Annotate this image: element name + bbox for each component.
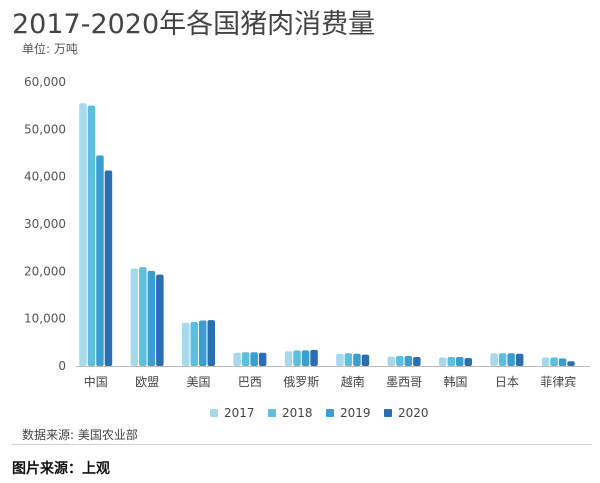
bar-2018-7	[396, 356, 404, 366]
legend-label-2018: 2018	[282, 406, 313, 420]
y-tick-label: 30,000	[24, 217, 66, 231]
bar-2018-5	[293, 350, 301, 366]
bar-2018-1	[87, 105, 96, 367]
unit-label: 单位: 万吨	[22, 42, 78, 56]
photo-credit: 图片来源：上观	[12, 461, 110, 477]
bar-2020-10	[567, 361, 575, 366]
bar-2019-4	[250, 352, 258, 366]
bar-2018-2	[139, 267, 147, 366]
bar-2017-3	[182, 322, 190, 366]
bar-2019-6	[353, 353, 361, 366]
bar-2020-9	[515, 353, 524, 366]
y-tick-label: 10,000	[24, 312, 66, 326]
bar-2018-10	[550, 357, 558, 366]
bar-2020-1	[104, 170, 113, 366]
x-tick-label: 中国	[84, 374, 108, 389]
bar-2017-10	[541, 357, 550, 366]
x-tick-label: 越南	[341, 374, 365, 389]
bar-2019-3	[199, 320, 207, 366]
bar-2017-5	[284, 351, 293, 366]
bar-2020-7	[413, 357, 421, 366]
bar-2019-2	[147, 270, 156, 366]
bar-2017-2	[130, 268, 139, 366]
bar-2017-8	[439, 357, 447, 366]
source-label: 数据来源: 美国农业部	[22, 428, 138, 442]
x-tick-label: 欧盟	[135, 375, 159, 389]
y-tick-label: 60,000	[24, 75, 66, 89]
y-tick-label: 50,000	[24, 122, 66, 136]
y-tick-label: 0	[58, 359, 66, 373]
bar-2019-5	[301, 350, 310, 366]
legend: 2017 2018 2019 2020	[210, 406, 429, 420]
bar-2019-8	[456, 357, 464, 366]
bar-2017-9	[490, 353, 498, 366]
bar-2018-8	[447, 357, 455, 366]
bar-2019-9	[507, 353, 515, 366]
bar-2019-7	[404, 356, 413, 366]
bar-chart: 0 10,000 20,000 30,000 40,000 50,000 60,000 中国…	[24, 75, 590, 420]
bars-group	[79, 103, 575, 367]
x-axis: 中国 欧盟 美国 巴西 俄罗斯 越南 墨西哥 韩国 日本 菲律宾	[76, 366, 590, 389]
legend-swatch-2020	[384, 409, 392, 417]
y-axis: 0 10,000 20,000 30,000 40,000 50,000 60,000	[24, 75, 66, 373]
x-tick-label: 韩国	[443, 374, 467, 389]
x-tick-label: 美国	[186, 375, 210, 389]
page-title: 2017-2020年各国猪肉消费量	[12, 9, 376, 40]
legend-swatch-2017	[210, 409, 218, 417]
legend-swatch-2019	[326, 409, 334, 417]
y-tick-label: 20,000	[24, 264, 66, 278]
divider	[12, 444, 592, 445]
x-tick-label: 俄罗斯	[283, 375, 319, 389]
x-tick-label: 菲律宾	[540, 374, 576, 389]
bar-2017-6	[336, 353, 344, 366]
bar-2018-9	[498, 353, 507, 366]
legend-swatch-2018	[268, 409, 276, 417]
bar-2018-3	[190, 321, 198, 366]
bar-2020-8	[464, 357, 472, 366]
bar-2020-6	[361, 354, 370, 366]
bar-2020-4	[258, 352, 267, 366]
x-tick-label: 墨西哥	[386, 375, 422, 389]
bar-2018-6	[344, 353, 353, 366]
bar-2018-4	[241, 352, 250, 366]
legend-label-2019: 2019	[340, 406, 371, 420]
bar-2020-2	[156, 274, 164, 366]
legend-label-2017: 2017	[224, 406, 255, 420]
bar-2019-10	[558, 358, 567, 366]
bar-2020-5	[310, 349, 318, 366]
bar-2020-3	[207, 320, 215, 366]
bar-2019-1	[96, 155, 104, 366]
y-tick-label: 40,000	[24, 170, 66, 184]
legend-label-2020: 2020	[398, 406, 429, 420]
bar-2017-4	[233, 352, 241, 366]
x-tick-label: 巴西	[238, 375, 262, 389]
bar-2017-7	[387, 356, 396, 366]
bar-2017-1	[79, 103, 87, 367]
x-tick-label: 日本	[495, 375, 519, 389]
